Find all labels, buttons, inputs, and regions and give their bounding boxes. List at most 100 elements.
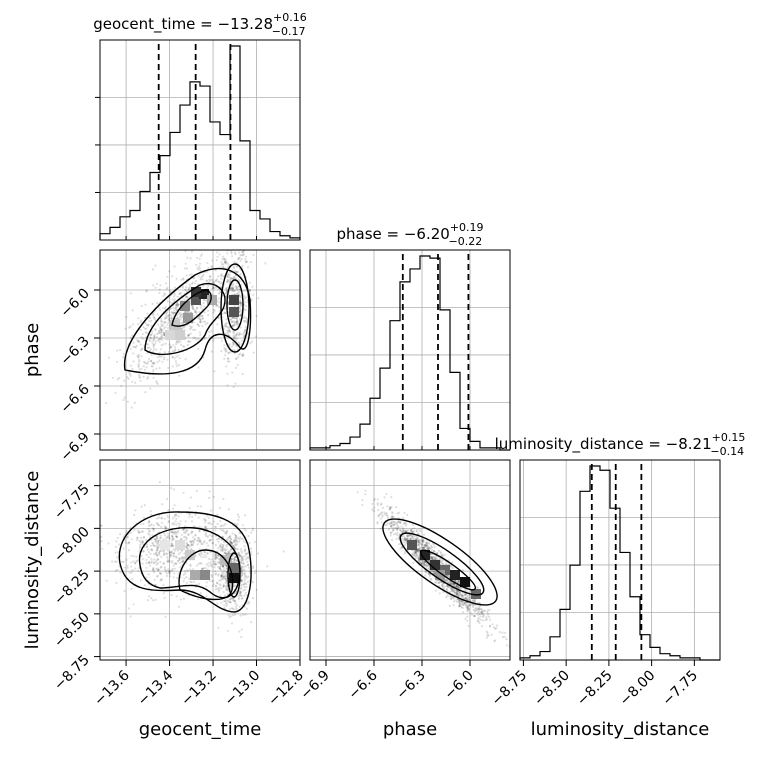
sample-point: [198, 537, 201, 540]
sample-point: [160, 565, 163, 569]
sample-point: [451, 582, 454, 585]
sample-point: [228, 552, 232, 555]
sample-point: [458, 602, 462, 605]
sample-point: [425, 541, 428, 544]
sample-point: [157, 524, 160, 527]
sample-point: [217, 301, 221, 304]
sample-point: [199, 318, 202, 322]
sample-point: [116, 349, 119, 352]
sample-point: [238, 306, 242, 309]
sample-point: [163, 292, 166, 295]
sample-point: [229, 536, 232, 539]
sample-point: [88, 563, 90, 565]
sample-point: [157, 551, 161, 554]
sample-point: [486, 609, 489, 612]
sample-point: [215, 235, 217, 237]
sample-point: [389, 534, 392, 537]
sample-point: [159, 331, 162, 334]
sample-point: [244, 329, 247, 332]
sample-point: [217, 590, 220, 593]
sample-point: [398, 533, 401, 536]
sample-point: [413, 549, 416, 552]
sample-point: [206, 261, 209, 265]
sample-point: [243, 550, 246, 553]
sample-point: [264, 213, 266, 215]
sample-point: [189, 299, 192, 302]
sample-point: [128, 571, 131, 574]
sample-point: [136, 569, 140, 572]
sample-point: [148, 320, 151, 323]
sample-point: [239, 314, 242, 317]
sample-point: [245, 556, 248, 559]
sample-point: [147, 360, 150, 363]
sample-point: [137, 317, 140, 320]
density-cell: [207, 295, 217, 305]
sample-point: [241, 569, 244, 573]
sample-point: [457, 598, 460, 602]
sample-point: [147, 551, 150, 554]
sample-point: [205, 547, 208, 550]
sample-point: [214, 553, 217, 557]
sample-point: [154, 544, 157, 548]
sample-point: [231, 289, 234, 292]
sample-point: [100, 535, 103, 539]
sample-point: [427, 547, 430, 550]
sample-point: [222, 263, 225, 266]
sample-point: [231, 532, 234, 535]
sample-point: [214, 269, 217, 272]
sample-point: [235, 607, 238, 611]
sample-point: [192, 308, 195, 311]
sample-point: [194, 533, 197, 536]
sample-point: [184, 572, 187, 575]
sample-point: [191, 544, 194, 547]
sample-point: [227, 352, 230, 355]
sample-point: [156, 537, 159, 540]
sample-point: [225, 365, 228, 368]
sample-point: [458, 580, 461, 583]
sample-point: [138, 546, 141, 550]
sample-point: [479, 611, 483, 614]
sample-point: [214, 525, 218, 529]
y-tick-label: −6.3: [57, 334, 92, 369]
sample-point: [225, 290, 228, 293]
sample-point: [433, 557, 437, 560]
sample-point: [172, 350, 176, 353]
sample-point: [226, 262, 229, 265]
sample-point: [225, 588, 228, 592]
sample-point: [473, 615, 476, 618]
sample-point: [233, 352, 236, 355]
sample-point: [166, 557, 169, 560]
sample-point: [148, 357, 151, 361]
sample-point: [161, 338, 164, 341]
sample-point: [227, 536, 230, 540]
sample-point: [411, 553, 414, 557]
sample-point: [166, 323, 169, 326]
sample-point: [231, 320, 234, 323]
sample-point: [224, 600, 227, 603]
sample-point: [477, 607, 480, 611]
density-cell: [190, 570, 200, 580]
sample-point: [467, 608, 470, 611]
sample-point: [222, 524, 225, 527]
sample-point: [462, 594, 465, 597]
sample-point: [157, 524, 160, 527]
sample-point: [477, 613, 480, 616]
sample-point: [235, 322, 238, 325]
sample-point: [203, 551, 206, 554]
sample-point: [227, 273, 230, 276]
sample-point: [243, 585, 246, 589]
sample-point: [448, 604, 451, 608]
sample-point: [424, 560, 427, 564]
sample-point: [239, 560, 242, 564]
sample-point: [371, 502, 374, 506]
sample-point: [464, 596, 467, 600]
sample-point: [145, 538, 148, 542]
sample-point: [151, 370, 155, 373]
sample-point: [187, 340, 190, 343]
sample-point: [503, 635, 506, 639]
sample-point: [140, 523, 143, 526]
sample-point: [227, 550, 230, 553]
sample-point: [221, 550, 224, 553]
sample-point: [180, 533, 183, 536]
sample-point: [198, 530, 201, 533]
